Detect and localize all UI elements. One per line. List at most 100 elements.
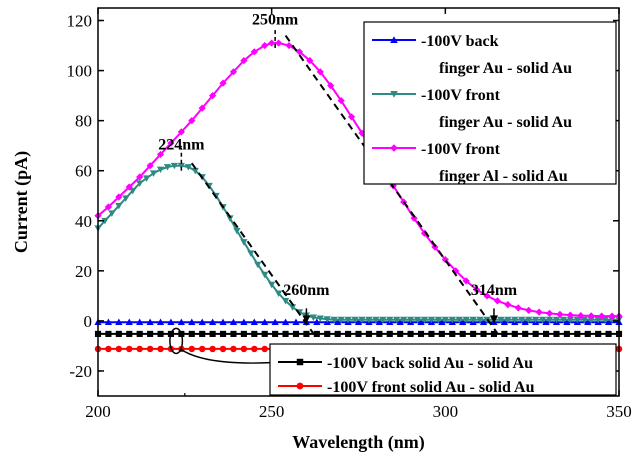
series-2-point [146, 162, 154, 170]
series-0-point [479, 318, 488, 326]
legend-swatch-marker [390, 90, 398, 98]
legend-entry: -100V back solid Au - solid Au [278, 355, 533, 372]
series-0-point [229, 318, 238, 326]
series-3-point [230, 330, 237, 337]
series-2-point [275, 39, 283, 47]
series-1-line [97, 164, 619, 321]
y-tick-label: -20 [69, 362, 92, 381]
x-tick-label: 200 [85, 402, 111, 421]
legend-swatch-marker [390, 36, 398, 44]
series-1-point [566, 316, 574, 324]
series-2-point [587, 312, 595, 320]
series-2-point [577, 312, 585, 320]
legend-swatch-marker [296, 382, 304, 390]
legend-box [269, 343, 617, 396]
series-2-point [556, 310, 564, 318]
series-0-point [198, 318, 206, 326]
series-1-point [608, 316, 616, 324]
series-1-point [448, 316, 456, 324]
series-1-point [184, 164, 192, 171]
series-1-point [538, 316, 547, 324]
series-3-point [438, 330, 445, 337]
series-2-point [327, 82, 335, 90]
series-3-point [428, 330, 435, 337]
y-tick-label: 60 [75, 162, 92, 181]
series-1-point [594, 316, 602, 324]
series-4-point [157, 345, 164, 353]
series-3-point [511, 330, 518, 337]
series-1-point [545, 316, 554, 324]
series-2 [94, 39, 623, 320]
annotation-0: 250nm [252, 12, 299, 49]
series-1-point [525, 316, 533, 324]
series-1-point [407, 316, 415, 324]
series-1-point [420, 316, 429, 324]
series-2-point [410, 214, 418, 222]
series-4-point [105, 345, 112, 353]
series-1-point [365, 316, 373, 324]
series-2-point [229, 68, 238, 76]
series-1-point [351, 316, 359, 324]
series-4-point [230, 345, 237, 353]
series-1-point [247, 250, 255, 257]
series-0-point [136, 318, 144, 326]
series-1-point [372, 316, 380, 324]
series-2-point [125, 183, 133, 191]
series-3-point [563, 330, 570, 337]
series-2-point [198, 104, 206, 112]
annotation-arrowhead [489, 315, 498, 324]
series-2-point [598, 312, 606, 320]
series-2-point [219, 79, 227, 87]
series-1-point [462, 316, 470, 324]
series-0-point [281, 318, 290, 326]
annotation-label: 250nm [252, 12, 299, 29]
series-3-point [365, 330, 372, 337]
series-3-point [209, 330, 216, 337]
annotation-label: 224nm [158, 137, 205, 154]
series-3-point [355, 330, 362, 337]
series-3-point [324, 330, 331, 337]
series-2-point [347, 113, 356, 121]
series-0-point [292, 318, 300, 326]
series-1-point [136, 180, 144, 187]
series-2-point [268, 39, 276, 47]
series-2-point [316, 68, 324, 76]
y-tick-label: 120 [67, 12, 93, 31]
series-2-point [608, 312, 616, 320]
series-0-point [261, 318, 269, 326]
fit-line-1 [190, 162, 315, 335]
legend-label: -100V front solid Au - solid Au [327, 379, 535, 396]
series-0-point [459, 318, 467, 326]
series-2-point [514, 304, 522, 312]
series-1-point [476, 316, 484, 324]
x-tick-label: 250 [259, 402, 285, 421]
series-2-point [136, 173, 144, 181]
series-1-point [156, 166, 165, 174]
series-1-point [434, 316, 442, 324]
series-3-point [417, 330, 425, 337]
series-3-point [543, 330, 550, 337]
series-0 [94, 318, 623, 326]
series-4-point [261, 345, 268, 353]
legend-entry: -100V front finger Al - solid Au [372, 141, 568, 185]
series-0-point [521, 318, 529, 326]
series-1-point [400, 316, 408, 324]
series-3-point [126, 330, 133, 337]
series-1-point [413, 316, 422, 324]
series-1-point [469, 316, 477, 324]
series-1-point [518, 316, 526, 324]
series-3-point [532, 330, 539, 337]
series-1-point [261, 271, 269, 279]
series-3-point [407, 330, 414, 337]
series-3 [94, 330, 623, 337]
annotation-1: 224nm [158, 137, 205, 171]
legend-label: -100V front [421, 87, 501, 104]
series-0-point [209, 318, 217, 326]
series-4-point [219, 345, 227, 353]
series-1-point [281, 297, 290, 305]
series-3-point [115, 330, 122, 337]
series-0-point [156, 318, 165, 326]
series-2-point [104, 203, 113, 211]
